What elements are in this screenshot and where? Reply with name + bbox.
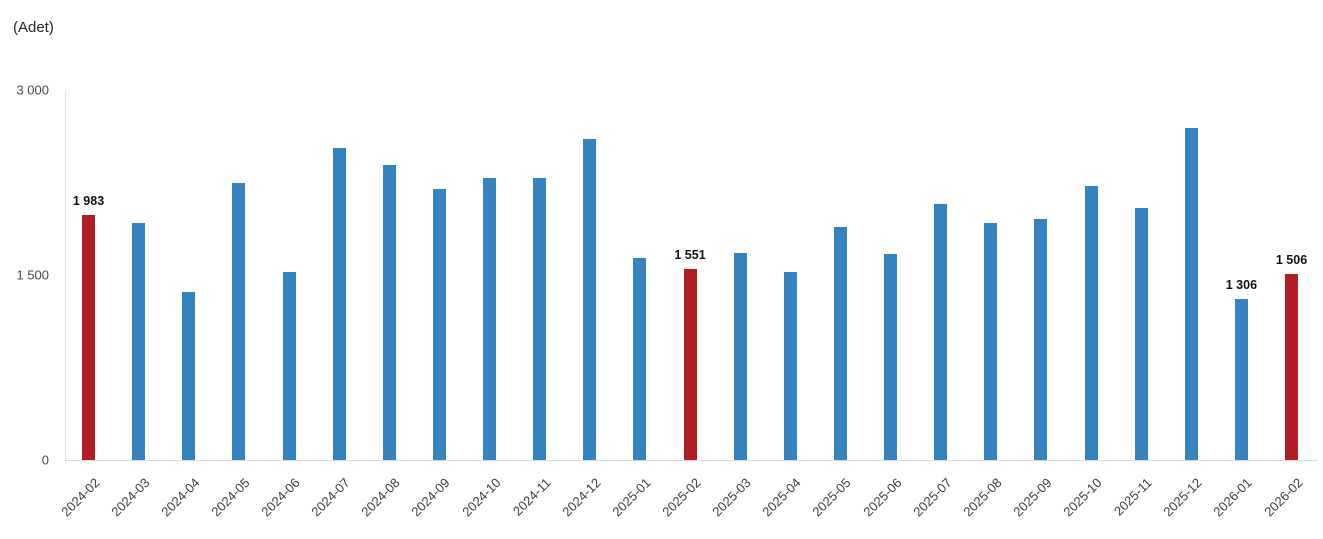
bar-2024-02[interactable] [82, 215, 95, 460]
x-axis-label-2025-02: 2025-02 [659, 475, 704, 520]
bar-2025-11[interactable] [1134, 208, 1148, 460]
x-axis-line [65, 460, 1318, 461]
x-axis-label-2025-09: 2025-09 [1010, 475, 1055, 520]
x-axis-label-2024-08: 2024-08 [358, 475, 403, 520]
y-axis-line [65, 90, 66, 461]
x-axis-label-2025-12: 2025-12 [1160, 475, 1205, 520]
bar-2026-02[interactable] [1285, 274, 1298, 460]
bar-2026-01[interactable] [1234, 298, 1248, 460]
bar-value-label-2026-01: 1 306 [1225, 277, 1258, 292]
x-axis-label-2025-01: 2025-01 [609, 475, 654, 520]
x-axis-label-2025-06: 2025-06 [859, 475, 905, 520]
x-axis-label-2026-01: 2026-01 [1210, 475, 1255, 520]
y-axis-tick-3000: 3 000 [16, 82, 49, 98]
x-axis-label-2024-07: 2024-07 [308, 475, 353, 520]
bar-2025-01[interactable] [633, 257, 647, 460]
bar-2025-08[interactable] [984, 222, 998, 460]
bar-2024-05[interactable] [232, 183, 246, 460]
x-axis-label-2024-02: 2024-02 [57, 475, 103, 520]
x-axis-label-2024-05: 2024-05 [208, 475, 253, 520]
x-axis-label-2025-10: 2025-10 [1060, 475, 1105, 520]
y-axis-tick-1500: 1 500 [16, 267, 49, 283]
bar-2024-12[interactable] [583, 138, 597, 460]
bar-2025-03[interactable] [733, 252, 747, 460]
bar-2025-06[interactable] [884, 254, 897, 460]
bar-2024-11[interactable] [533, 177, 547, 460]
bar-2024-04[interactable] [182, 291, 196, 460]
x-axis-label-2025-07: 2025-07 [909, 475, 955, 520]
bar-2024-03[interactable] [132, 222, 146, 460]
x-axis-label-2025-08: 2025-08 [960, 475, 1005, 520]
y-axis-tick-0: 0 [41, 452, 49, 468]
bar-2025-02[interactable] [683, 268, 697, 460]
x-axis-label-2025-11: 2025-11 [1111, 475, 1155, 519]
x-axis-label-2024-11: 2024-11 [509, 475, 554, 519]
bar-value-label-2024-02: 1 983 [72, 194, 105, 209]
x-axis-label-2024-12: 2024-12 [559, 475, 604, 520]
x-axis-label-2025-03: 2025-03 [709, 475, 754, 520]
x-axis-label-2026-02: 2026-02 [1260, 475, 1306, 520]
chart-unit-label: (Adet) [13, 19, 54, 36]
x-axis-label-2024-10: 2024-10 [458, 475, 504, 520]
x-axis-label-2024-06: 2024-06 [258, 475, 303, 520]
bar-2024-08[interactable] [382, 165, 396, 460]
bar-value-label-2025-02: 1 551 [674, 247, 706, 262]
x-axis-label-2024-04: 2024-04 [158, 475, 203, 520]
bar-2025-10[interactable] [1084, 185, 1098, 460]
bar-2025-12[interactable] [1184, 128, 1198, 460]
x-axis-label-2025-05: 2025-05 [809, 475, 854, 520]
x-axis-label-2024-09: 2024-09 [408, 475, 453, 520]
bar-2025-09[interactable] [1034, 218, 1048, 460]
bar-2025-07[interactable] [934, 204, 948, 460]
bar-2024-07[interactable] [332, 147, 346, 460]
x-axis-label-2025-04: 2025-04 [759, 475, 804, 520]
bar-2024-09[interactable] [432, 189, 446, 460]
bar-2025-04[interactable] [783, 271, 797, 460]
bar-2024-10[interactable] [483, 178, 496, 460]
bar-2024-06[interactable] [282, 271, 296, 460]
bar-value-label-2026-02: 1 506 [1275, 253, 1308, 268]
x-axis-label-2024-03: 2024-03 [107, 475, 153, 520]
bar-2025-05[interactable] [833, 226, 847, 460]
